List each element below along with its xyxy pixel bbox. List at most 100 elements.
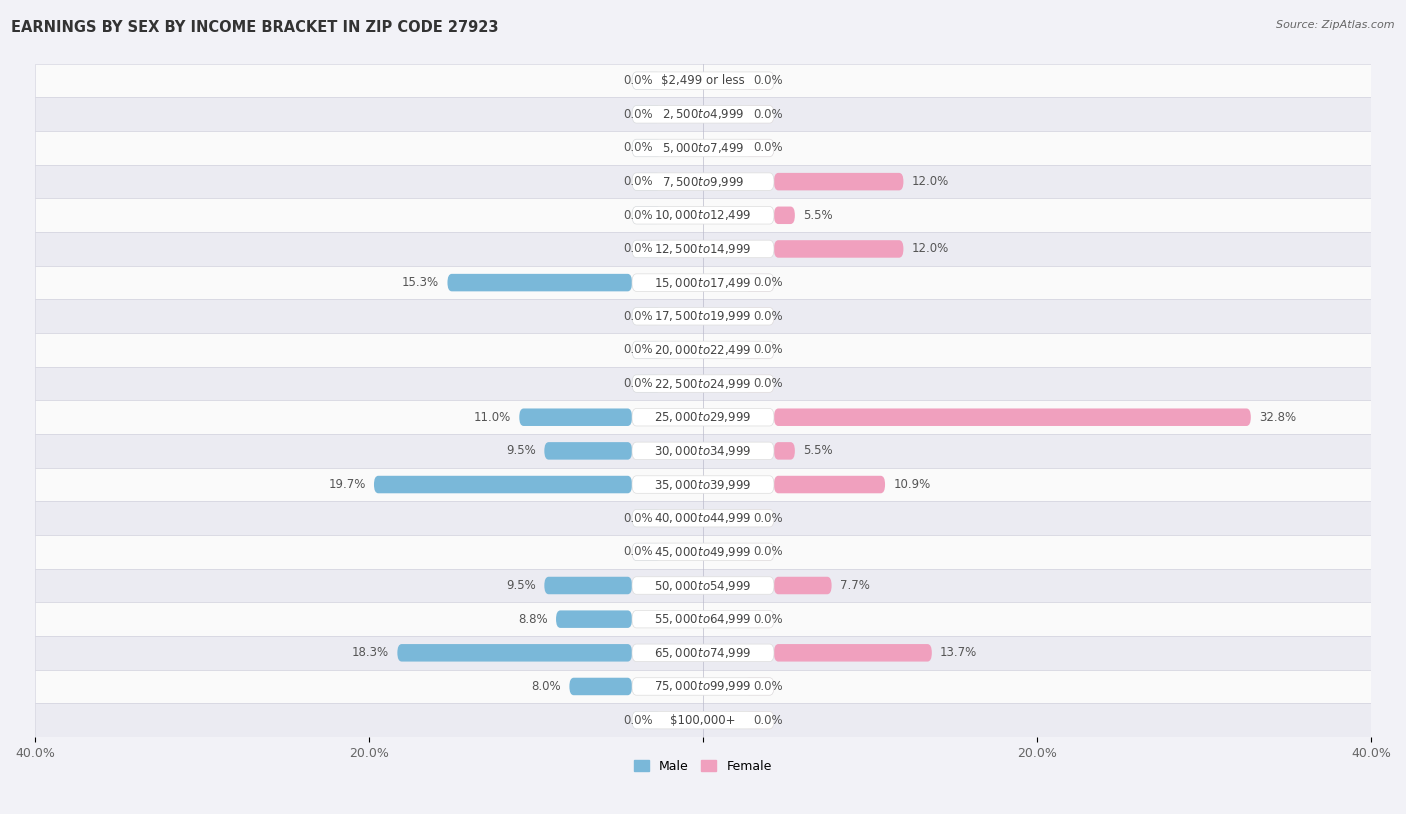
FancyBboxPatch shape xyxy=(745,678,773,695)
Bar xyxy=(35,602,1371,636)
FancyBboxPatch shape xyxy=(633,240,661,258)
Text: 0.0%: 0.0% xyxy=(623,107,652,120)
Text: 0.0%: 0.0% xyxy=(754,276,783,289)
Text: $20,000 to $22,499: $20,000 to $22,499 xyxy=(654,343,752,357)
Text: $22,500 to $24,999: $22,500 to $24,999 xyxy=(654,377,752,391)
Text: $2,499 or less: $2,499 or less xyxy=(661,74,745,87)
FancyBboxPatch shape xyxy=(633,510,661,527)
Text: $45,000 to $49,999: $45,000 to $49,999 xyxy=(654,545,752,559)
Bar xyxy=(35,333,1371,367)
FancyBboxPatch shape xyxy=(555,610,633,628)
Bar xyxy=(35,468,1371,501)
Text: 0.0%: 0.0% xyxy=(754,310,783,323)
Text: $50,000 to $54,999: $50,000 to $54,999 xyxy=(654,579,752,593)
FancyBboxPatch shape xyxy=(745,374,773,392)
FancyBboxPatch shape xyxy=(633,678,773,695)
Text: $100,000+: $100,000+ xyxy=(671,714,735,727)
Text: $10,000 to $12,499: $10,000 to $12,499 xyxy=(654,208,752,222)
Text: 0.0%: 0.0% xyxy=(754,344,783,357)
FancyBboxPatch shape xyxy=(633,341,773,359)
FancyBboxPatch shape xyxy=(745,510,773,527)
FancyBboxPatch shape xyxy=(773,173,904,190)
Bar xyxy=(35,300,1371,333)
Text: 0.0%: 0.0% xyxy=(754,142,783,155)
FancyBboxPatch shape xyxy=(633,106,773,123)
FancyBboxPatch shape xyxy=(633,409,773,426)
Text: $5,000 to $7,499: $5,000 to $7,499 xyxy=(662,141,744,155)
Text: 0.0%: 0.0% xyxy=(754,545,783,558)
Text: 0.0%: 0.0% xyxy=(623,310,652,323)
FancyBboxPatch shape xyxy=(633,308,773,325)
Bar xyxy=(35,703,1371,737)
Text: $55,000 to $64,999: $55,000 to $64,999 xyxy=(654,612,752,626)
Text: 9.5%: 9.5% xyxy=(506,444,536,457)
Text: 5.5%: 5.5% xyxy=(803,208,832,221)
Bar xyxy=(35,131,1371,164)
Text: $75,000 to $99,999: $75,000 to $99,999 xyxy=(654,680,752,694)
Text: 0.0%: 0.0% xyxy=(754,107,783,120)
Text: 9.5%: 9.5% xyxy=(506,579,536,592)
FancyBboxPatch shape xyxy=(633,207,661,224)
FancyBboxPatch shape xyxy=(633,173,661,190)
FancyBboxPatch shape xyxy=(633,72,773,90)
Text: 0.0%: 0.0% xyxy=(623,208,652,221)
Bar xyxy=(35,266,1371,300)
Text: $17,500 to $19,999: $17,500 to $19,999 xyxy=(654,309,752,323)
FancyBboxPatch shape xyxy=(633,139,661,157)
Bar xyxy=(35,63,1371,98)
Text: Source: ZipAtlas.com: Source: ZipAtlas.com xyxy=(1277,20,1395,30)
Bar xyxy=(35,199,1371,232)
Bar xyxy=(35,569,1371,602)
Text: $35,000 to $39,999: $35,000 to $39,999 xyxy=(654,478,752,492)
FancyBboxPatch shape xyxy=(544,442,633,460)
FancyBboxPatch shape xyxy=(745,106,773,123)
FancyBboxPatch shape xyxy=(745,274,773,291)
Text: 0.0%: 0.0% xyxy=(623,175,652,188)
Text: 18.3%: 18.3% xyxy=(352,646,389,659)
Text: 0.0%: 0.0% xyxy=(623,243,652,256)
Bar xyxy=(35,367,1371,400)
FancyBboxPatch shape xyxy=(633,341,661,359)
Text: 11.0%: 11.0% xyxy=(474,411,510,424)
Text: 0.0%: 0.0% xyxy=(623,545,652,558)
Bar xyxy=(35,400,1371,434)
FancyBboxPatch shape xyxy=(633,308,661,325)
FancyBboxPatch shape xyxy=(633,543,773,561)
Text: $7,500 to $9,999: $7,500 to $9,999 xyxy=(662,175,744,189)
FancyBboxPatch shape xyxy=(633,644,773,662)
FancyBboxPatch shape xyxy=(633,711,773,729)
Text: $2,500 to $4,999: $2,500 to $4,999 xyxy=(662,107,744,121)
Bar xyxy=(35,232,1371,266)
FancyBboxPatch shape xyxy=(633,207,773,224)
Text: 0.0%: 0.0% xyxy=(623,512,652,525)
Text: 0.0%: 0.0% xyxy=(623,714,652,727)
FancyBboxPatch shape xyxy=(633,577,773,594)
Text: EARNINGS BY SEX BY INCOME BRACKET IN ZIP CODE 27923: EARNINGS BY SEX BY INCOME BRACKET IN ZIP… xyxy=(11,20,499,35)
FancyBboxPatch shape xyxy=(745,308,773,325)
Text: 10.9%: 10.9% xyxy=(893,478,931,491)
Text: 0.0%: 0.0% xyxy=(623,74,652,87)
FancyBboxPatch shape xyxy=(773,240,904,258)
Bar xyxy=(35,98,1371,131)
FancyBboxPatch shape xyxy=(633,510,773,527)
FancyBboxPatch shape xyxy=(773,207,794,224)
Text: $65,000 to $74,999: $65,000 to $74,999 xyxy=(654,646,752,660)
Text: 0.0%: 0.0% xyxy=(623,344,652,357)
Text: 15.3%: 15.3% xyxy=(402,276,439,289)
FancyBboxPatch shape xyxy=(633,240,773,258)
Text: 7.7%: 7.7% xyxy=(839,579,870,592)
Bar xyxy=(35,670,1371,703)
FancyBboxPatch shape xyxy=(745,139,773,157)
FancyBboxPatch shape xyxy=(569,678,633,695)
FancyBboxPatch shape xyxy=(633,139,773,157)
FancyBboxPatch shape xyxy=(745,610,773,628)
FancyBboxPatch shape xyxy=(773,577,831,594)
Text: 32.8%: 32.8% xyxy=(1260,411,1296,424)
Bar xyxy=(35,164,1371,199)
Text: 0.0%: 0.0% xyxy=(623,377,652,390)
FancyBboxPatch shape xyxy=(745,711,773,729)
FancyBboxPatch shape xyxy=(745,543,773,561)
Text: 0.0%: 0.0% xyxy=(754,613,783,626)
Text: 0.0%: 0.0% xyxy=(754,714,783,727)
FancyBboxPatch shape xyxy=(633,274,773,291)
